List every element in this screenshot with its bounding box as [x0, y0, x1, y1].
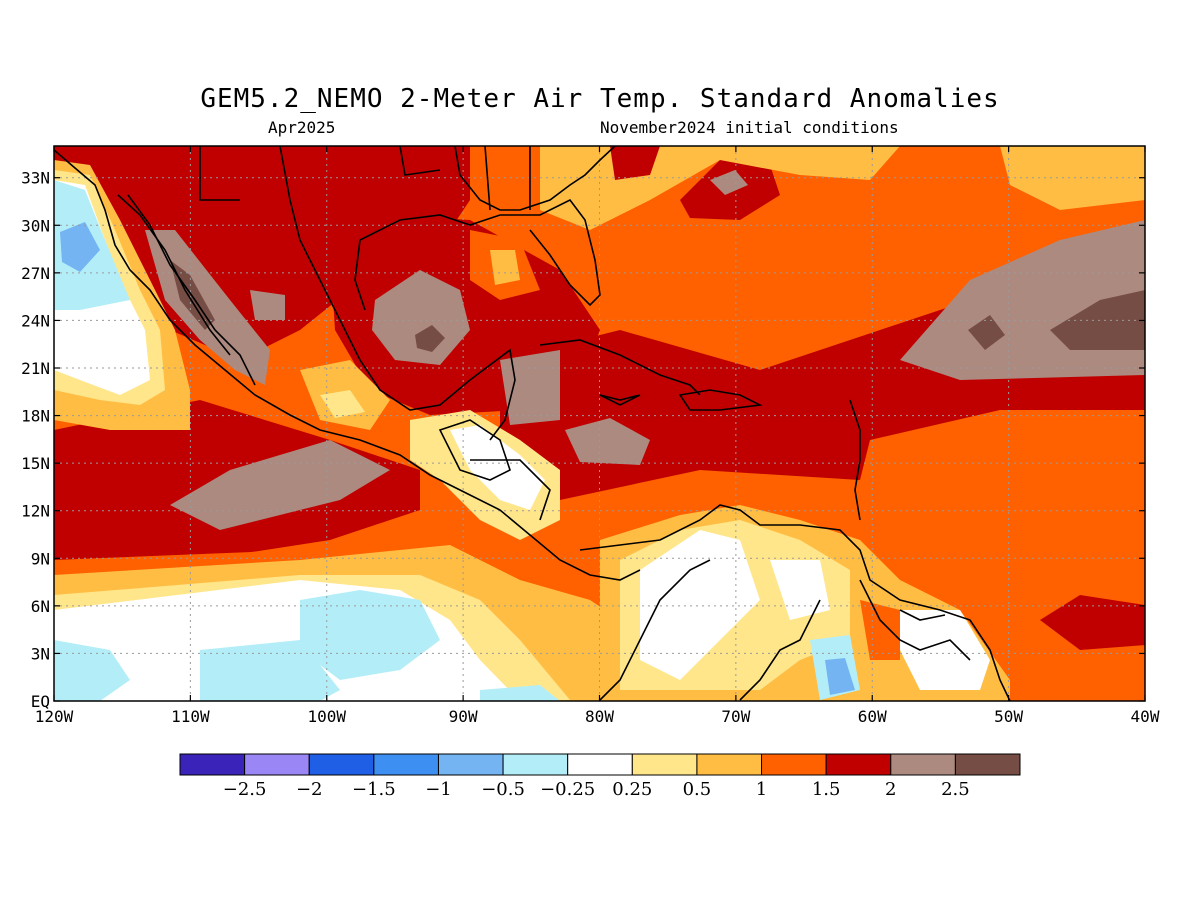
- colorbar-swatch: [179, 753, 246, 776]
- lon-tick-label: 90W: [449, 707, 478, 726]
- coastlines: [54, 146, 1011, 701]
- colorbar-label: 2.5: [941, 779, 970, 800]
- colorbar-swatch: [244, 753, 310, 776]
- colorbar-label: 0.25: [612, 779, 652, 800]
- initial-conditions-label: November2024 initial conditions: [600, 118, 899, 137]
- colorbar-swatch: [308, 753, 375, 776]
- colorbar-label: 2: [885, 779, 896, 800]
- lat-tick-label: 9N: [31, 549, 50, 568]
- lon-tick-label: 120W: [35, 707, 74, 726]
- colorbar-swatch: [567, 753, 633, 776]
- lon-tick-label: 70W: [721, 707, 750, 726]
- colorbar-swatch: [696, 753, 763, 776]
- colorbar-label: −0.5: [481, 779, 525, 800]
- colorbar-swatch: [825, 753, 892, 776]
- colorbar-label: −1.5: [352, 779, 396, 800]
- lat-tick-label: 33N: [21, 169, 50, 188]
- lon-tick-label: 110W: [171, 707, 210, 726]
- colorbar-swatch: [761, 753, 827, 776]
- graticule: [53, 146, 1146, 702]
- lon-tick-label: 100W: [307, 707, 346, 726]
- lon-tick-label: 40W: [1131, 707, 1160, 726]
- colorbar: −2.5 −2 −1.5 −1 −0.5 −0.25 0.25 0.5 1 1.5 2 2.5: [179, 753, 1021, 800]
- lat-tick-label: 21N: [21, 359, 50, 378]
- lon-tick-label: 50W: [994, 707, 1023, 726]
- colorbar-label: −2: [296, 779, 323, 800]
- colorbar-swatch: [373, 753, 439, 776]
- colorbar-label: −2.5: [223, 779, 267, 800]
- lat-tick-label: 30N: [21, 216, 50, 235]
- lat-tick-label: 27N: [21, 264, 50, 283]
- lat-tick-label: 18N: [21, 407, 50, 426]
- lat-tick-label: 24N: [21, 311, 50, 330]
- forecast-month: Apr2025: [268, 118, 336, 137]
- colorbar-label: −1: [425, 779, 452, 800]
- lat-tick-label: 3N: [31, 644, 50, 663]
- colorbar-label: 0.5: [683, 779, 712, 800]
- lat-tick-label: 12N: [21, 502, 50, 521]
- latitude-axis: 33N 30N 27N 24N 21N 18N 15N 12N 9N 6N 3N EQ: [21, 169, 1145, 711]
- colorbar-label: 1.5: [812, 779, 841, 800]
- lat-tick-label: EQ: [31, 692, 50, 711]
- lon-tick-label: 80W: [585, 707, 614, 726]
- colorbar-swatch: [437, 753, 504, 776]
- colorbar-swatch: [954, 753, 1021, 776]
- lon-tick-label: 60W: [858, 707, 887, 726]
- colorbar-swatch: [631, 753, 698, 776]
- lat-tick-label: 15N: [21, 454, 50, 473]
- anomaly-fill: [54, 146, 1145, 701]
- lat-tick-label: 6N: [31, 597, 50, 616]
- map-title: GEM5.2_NEMO 2-Meter Air Temp. Standard A…: [200, 84, 1000, 114]
- longitude-axis: 120W 110W 100W 90W 80W 70W 60W 50W 40W: [35, 146, 1160, 726]
- colorbar-swatch: [890, 753, 956, 776]
- colorbar-label: −0.25: [540, 779, 595, 800]
- colorbar-label: 1: [756, 779, 767, 800]
- colorbar-swatch: [502, 753, 569, 776]
